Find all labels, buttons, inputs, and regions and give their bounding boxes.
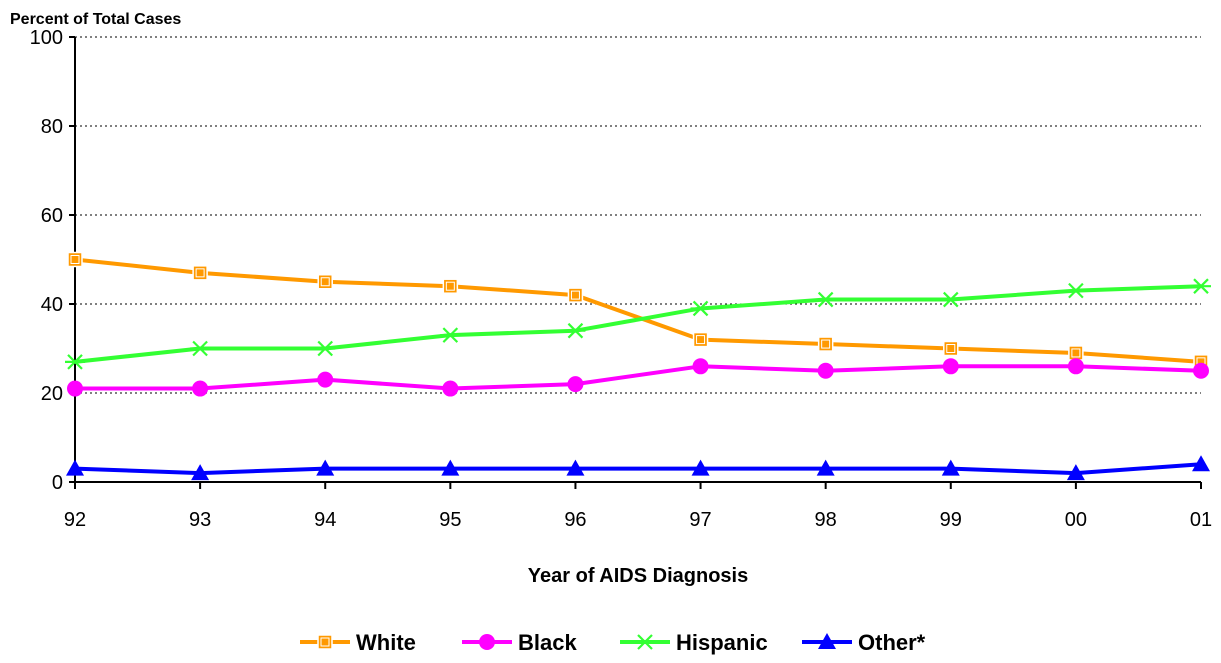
legend-label: Black bbox=[518, 630, 577, 655]
data-point-hispanic bbox=[1191, 278, 1211, 294]
legend-swatch-marker-inner bbox=[320, 637, 330, 647]
data-point-white bbox=[817, 336, 834, 352]
x-tick-label: 95 bbox=[439, 509, 461, 531]
data-point-white-inner bbox=[696, 335, 706, 345]
data-point-black bbox=[317, 371, 334, 388]
legend-label: White bbox=[356, 630, 416, 655]
data-point-black bbox=[442, 380, 459, 397]
x-tick-label: 93 bbox=[189, 509, 211, 531]
legend-label: Other* bbox=[858, 630, 926, 655]
data-point-black bbox=[1067, 358, 1084, 375]
x-tick-label: 94 bbox=[314, 509, 336, 531]
data-point-black bbox=[567, 376, 584, 393]
data-point-hispanic bbox=[940, 291, 961, 308]
data-point-white bbox=[192, 265, 208, 281]
data-point-white-inner bbox=[946, 344, 956, 353]
series-white bbox=[67, 251, 1209, 370]
legend-item-white: White bbox=[300, 630, 416, 655]
data-point-black bbox=[1193, 362, 1209, 379]
y-tick-label: 80 bbox=[41, 116, 63, 138]
y-tick-label: 0 bbox=[52, 472, 63, 494]
data-point-other bbox=[941, 459, 960, 476]
data-point-hispanic bbox=[815, 291, 836, 308]
series-other bbox=[66, 455, 1210, 481]
data-point-white-inner bbox=[195, 268, 205, 278]
x-tick-label: 98 bbox=[815, 509, 837, 531]
data-point-white bbox=[442, 278, 459, 294]
data-point-hispanic bbox=[315, 340, 336, 357]
data-point-other bbox=[1192, 455, 1210, 472]
data-point-white-inner bbox=[821, 339, 831, 349]
y-tick-label: 40 bbox=[41, 294, 63, 316]
data-point-white bbox=[567, 287, 584, 303]
data-point-hispanic bbox=[440, 327, 461, 343]
data-point-other bbox=[1066, 464, 1085, 481]
x-tick-label: 92 bbox=[64, 509, 86, 531]
legend: White Black Hispanic Other* bbox=[300, 630, 926, 655]
data-point-white-inner bbox=[570, 290, 580, 300]
legend-item-other: Other* bbox=[802, 630, 926, 655]
series-line-white bbox=[74, 257, 1202, 364]
series-black bbox=[67, 358, 1209, 397]
gridlines bbox=[75, 36, 1201, 394]
y-tick-label: 60 bbox=[41, 205, 63, 227]
data-point-other bbox=[691, 459, 710, 476]
series-line-other bbox=[74, 462, 1202, 476]
y-axis-label: Percent of Total Cases bbox=[10, 11, 181, 28]
data-point-white-inner bbox=[320, 277, 330, 287]
data-point-white bbox=[67, 251, 83, 268]
data-point-white-inner bbox=[445, 281, 455, 291]
data-point-hispanic bbox=[565, 322, 586, 339]
data-point-hispanic bbox=[190, 340, 211, 357]
x-tick-labels: 92 93 94 95 96 97 98 99 00 01 bbox=[64, 509, 1212, 531]
legend-swatch-marker bbox=[479, 634, 495, 650]
legend-swatch-marker bbox=[635, 634, 655, 650]
data-point-other bbox=[441, 459, 460, 476]
data-point-other bbox=[66, 459, 84, 476]
data-point-other bbox=[316, 459, 335, 476]
data-point-white bbox=[943, 340, 959, 357]
legend-item-hispanic: Hispanic bbox=[620, 630, 768, 655]
series-hispanic bbox=[65, 278, 1211, 370]
data-point-other bbox=[566, 459, 585, 476]
series-lines bbox=[65, 251, 1211, 481]
data-point-black bbox=[692, 358, 709, 375]
data-point-white bbox=[692, 331, 709, 348]
series-line-hispanic bbox=[74, 284, 1202, 364]
data-point-white-inner bbox=[70, 255, 80, 264]
x-tick-label: 96 bbox=[564, 509, 586, 531]
x-tick-label: 00 bbox=[1065, 509, 1087, 531]
data-point-black bbox=[942, 358, 959, 375]
y-tick-labels: 0 20 40 60 80 100 bbox=[30, 27, 63, 494]
y-tick-label: 20 bbox=[41, 383, 63, 405]
x-tick-label: 01 bbox=[1190, 509, 1212, 531]
data-point-hispanic bbox=[65, 354, 85, 370]
data-point-white bbox=[1068, 345, 1084, 361]
y-tick-label: 100 bbox=[30, 27, 63, 49]
data-point-hispanic bbox=[1065, 282, 1086, 299]
data-point-other bbox=[191, 464, 210, 481]
x-axis-label: Year of AIDS Diagnosis bbox=[528, 565, 748, 587]
data-point-white-inner bbox=[1071, 348, 1081, 358]
legend-label: Hispanic bbox=[676, 630, 768, 655]
series-line-black bbox=[75, 364, 1202, 391]
x-tick-label: 99 bbox=[940, 509, 962, 531]
data-point-other bbox=[816, 459, 835, 476]
data-point-white bbox=[317, 274, 333, 290]
data-point-black bbox=[192, 380, 209, 397]
legend-swatch-marker bbox=[317, 634, 333, 650]
legend-swatch-marker bbox=[818, 633, 836, 649]
legend-item-black: Black bbox=[462, 630, 577, 655]
data-point-black bbox=[817, 362, 834, 379]
data-point-hispanic bbox=[690, 300, 711, 317]
axes bbox=[69, 36, 1202, 489]
x-tick-label: 97 bbox=[689, 509, 711, 531]
data-point-black bbox=[67, 380, 83, 397]
